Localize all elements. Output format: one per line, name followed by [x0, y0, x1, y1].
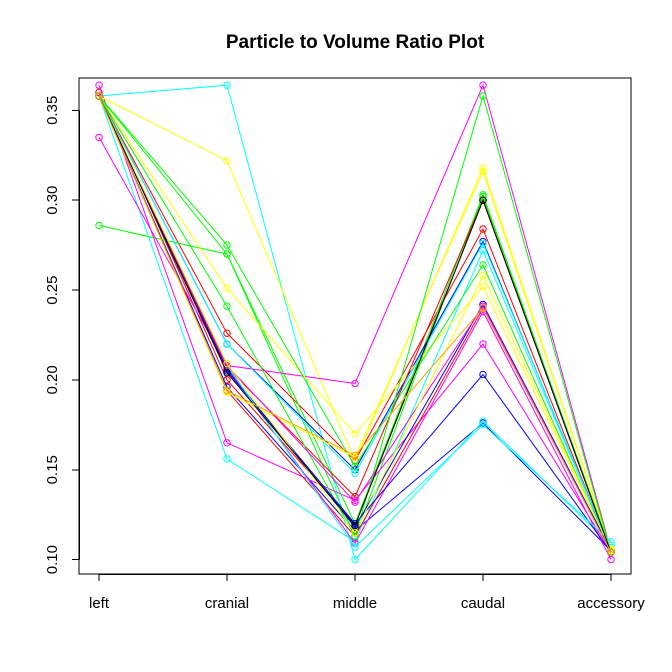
data-point	[351, 469, 359, 478]
data-point	[607, 555, 615, 564]
data-point	[479, 340, 487, 348]
series-line	[98, 95, 612, 553]
data-point	[351, 451, 359, 460]
series-line	[98, 95, 612, 553]
data-point	[351, 521, 359, 530]
data-point	[479, 191, 487, 199]
x-tick-label: accessory	[577, 595, 645, 612]
data-point	[223, 387, 231, 395]
data-point	[607, 538, 615, 546]
data-point	[351, 555, 359, 564]
series-layer	[95, 81, 615, 564]
series-line	[98, 95, 612, 553]
data-point	[223, 439, 231, 447]
data-point	[479, 261, 487, 269]
x-tick-label: caudal	[461, 595, 505, 612]
y-tick-label: 0.35	[44, 96, 61, 125]
data-point	[223, 340, 231, 348]
series-line	[98, 95, 612, 551]
data-point	[351, 430, 359, 438]
x-axis: left cranial middle caudal accessory	[89, 574, 645, 612]
series-line	[98, 95, 612, 551]
x-tick-label: left	[89, 595, 110, 612]
data-point	[351, 379, 359, 388]
data-point	[479, 225, 487, 233]
series-line	[98, 84, 612, 561]
data-point	[223, 360, 231, 368]
data-point	[479, 282, 487, 291]
series-line	[98, 83, 612, 551]
y-tick-label: 0.25	[44, 275, 61, 304]
series-line	[98, 95, 612, 551]
data-point	[479, 239, 487, 248]
y-tick-label: 0.30	[44, 186, 61, 215]
data-point	[223, 369, 231, 377]
x-tick-label: cranial	[205, 595, 249, 612]
data-point	[479, 167, 487, 176]
data-point	[95, 81, 103, 89]
y-axis: 0.10 0.15 0.20 0.25 0.30 0.35	[44, 96, 80, 574]
series-26	[95, 92, 615, 557]
series-line	[98, 95, 612, 553]
data-point	[479, 304, 487, 312]
data-point	[479, 196, 487, 204]
data-point	[479, 421, 487, 429]
data-point	[479, 81, 487, 89]
y-tick-label: 0.15	[44, 455, 61, 484]
series-line	[98, 95, 612, 551]
data-point	[223, 241, 231, 249]
data-point	[95, 92, 103, 100]
data-point	[479, 92, 487, 100]
data-point	[351, 498, 359, 506]
x-tick-label: middle	[333, 595, 377, 612]
data-point	[479, 370, 487, 379]
data-point	[95, 221, 103, 230]
data-point	[223, 302, 231, 310]
data-point	[223, 157, 231, 165]
data-point	[223, 455, 231, 463]
data-point	[95, 133, 103, 142]
series-line	[98, 95, 612, 553]
data-point	[223, 329, 231, 337]
data-point	[479, 272, 487, 280]
data-point	[223, 250, 231, 258]
data-point	[607, 548, 615, 557]
y-tick-label: 0.20	[44, 365, 61, 394]
data-point	[351, 529, 359, 537]
y-tick-label: 0.10	[44, 545, 61, 574]
data-point	[223, 284, 231, 292]
data-point	[223, 81, 231, 89]
data-point	[351, 543, 359, 551]
data-point	[351, 462, 359, 470]
chart-title: Particle to Volume Ratio Plot	[226, 32, 485, 53]
